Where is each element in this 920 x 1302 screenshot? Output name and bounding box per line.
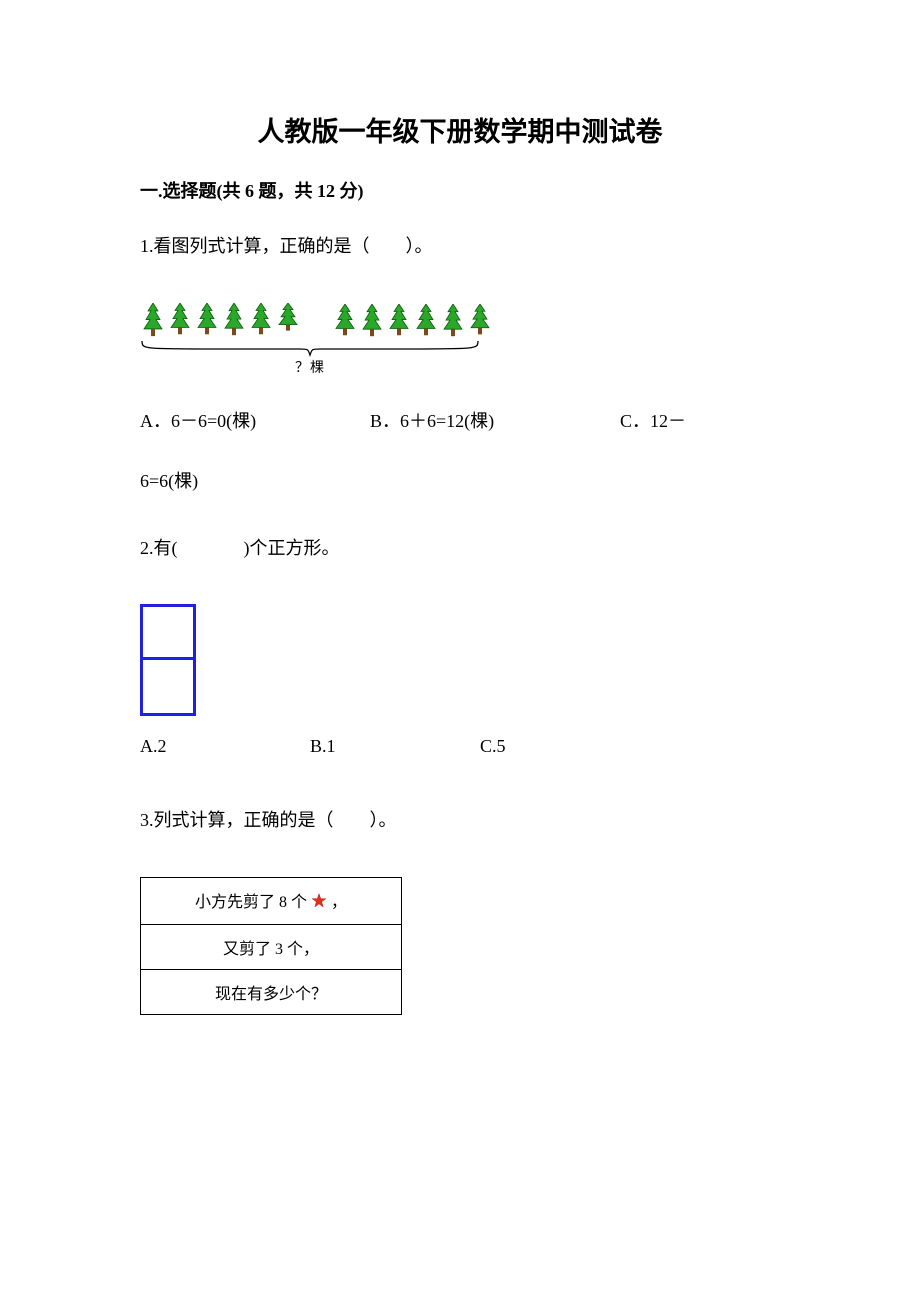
bracket bbox=[140, 339, 780, 357]
star-icon bbox=[311, 893, 327, 914]
tree-icon bbox=[140, 303, 165, 339]
tree-row bbox=[140, 303, 780, 339]
tree-group-2 bbox=[332, 304, 494, 339]
q3-row-3: 现在有多少个？ bbox=[141, 970, 401, 1014]
q3-row-2: 又剪了 3 个， bbox=[141, 925, 401, 970]
q1-options: A．6－6=0(棵) B．6＋6=12(棵) C．12－ bbox=[140, 407, 780, 433]
tree-icon bbox=[167, 303, 192, 339]
q2-text-post: )个正方形。 bbox=[244, 538, 340, 558]
question-1-text: 1.看图列式计算，正确的是（ ）。 bbox=[140, 227, 780, 267]
tree-icon bbox=[275, 303, 300, 339]
tree-icon bbox=[413, 304, 438, 339]
square-top bbox=[140, 604, 196, 660]
tree-icon bbox=[221, 303, 246, 339]
tree-group-1 bbox=[140, 303, 302, 339]
q2-option-a: A.2 bbox=[140, 736, 310, 757]
tree-icon bbox=[194, 303, 219, 339]
q3-row-1: 小方先剪了 8 个 ， bbox=[141, 878, 401, 925]
q1-option-b: B．6＋6=12(棵) bbox=[370, 407, 620, 433]
q3-table: 小方先剪了 8 个 ， 又剪了 3 个， 现在有多少个？ bbox=[140, 877, 402, 1015]
bracket-icon bbox=[140, 339, 480, 357]
tree-icon bbox=[440, 304, 465, 339]
q1-option-c-line1: C．12－ bbox=[620, 407, 686, 433]
q2-text-pre: 2.有( bbox=[140, 538, 178, 558]
question-3-text: 3.列式计算，正确的是（ ）。 bbox=[140, 801, 780, 841]
tree-icon bbox=[386, 304, 411, 339]
q1-option-c-line2: 6=6(棵) bbox=[140, 467, 780, 493]
q2-option-b: B.1 bbox=[310, 736, 480, 757]
page-title: 人教版一年级下册数学期中测试卷 bbox=[140, 110, 780, 149]
question-2-text: 2.有( )个正方形。 bbox=[140, 529, 780, 569]
trees-figure: ？棵 bbox=[140, 303, 780, 377]
tree-icon bbox=[332, 304, 357, 339]
page: 人教版一年级下册数学期中测试卷 一.选择题(共 6 题，共 12 分) 1.看图… bbox=[0, 0, 920, 1302]
q3-row1-pre: 小方先剪了 8 个 bbox=[195, 894, 307, 911]
section-header: 一.选择题(共 6 题，共 12 分) bbox=[140, 177, 780, 203]
q2-options: A.2 B.1 C.5 bbox=[140, 736, 780, 757]
tree-icon bbox=[467, 304, 492, 339]
tree-icon bbox=[248, 303, 273, 339]
q2-option-c: C.5 bbox=[480, 736, 650, 757]
q3-row1-post: ， bbox=[331, 894, 347, 911]
square-bottom bbox=[140, 660, 196, 716]
tree-icon bbox=[359, 304, 384, 339]
squares-figure bbox=[140, 604, 780, 716]
square-stack bbox=[140, 604, 196, 716]
q1-option-a: A．6－6=0(棵) bbox=[140, 407, 370, 433]
bracket-label: ？棵 bbox=[140, 357, 480, 377]
